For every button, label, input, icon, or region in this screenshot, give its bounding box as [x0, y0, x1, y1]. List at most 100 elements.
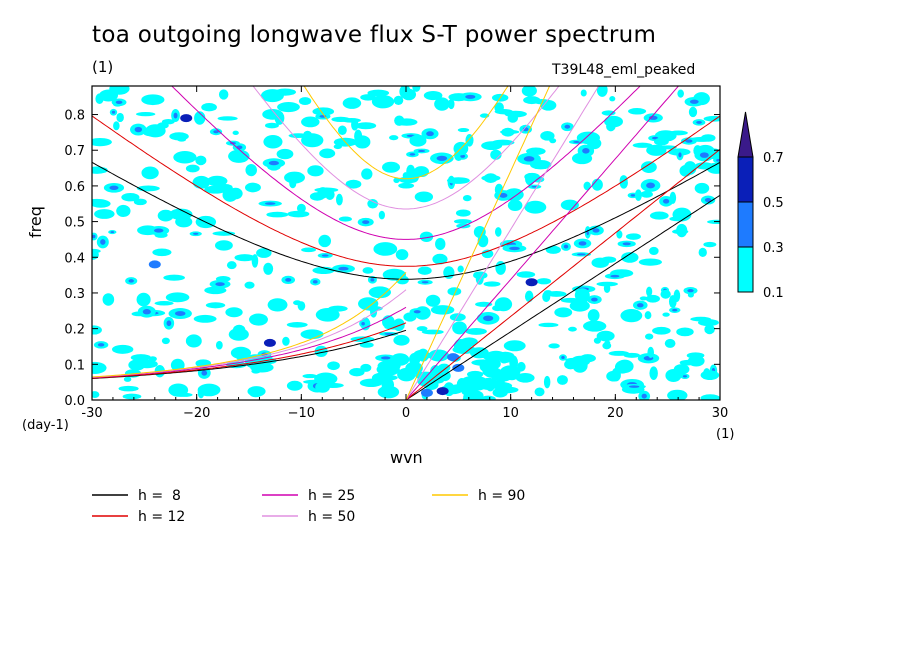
- contour-level-0.1: [301, 247, 317, 253]
- contour-level-0.1: [195, 155, 207, 166]
- contour-blob: [679, 359, 696, 366]
- contour-blob: [92, 325, 102, 335]
- contour-level-0.1: [314, 187, 339, 193]
- contour-blob: [185, 334, 202, 348]
- contour-level-0.1: [494, 102, 504, 113]
- contour-blob: [215, 275, 231, 282]
- contour-blob: [540, 99, 557, 111]
- contour-level-0.1: [417, 266, 432, 275]
- contour-level-0.1: [676, 223, 688, 238]
- contour-level-0.1: [92, 361, 107, 374]
- contour-blob: [432, 253, 448, 265]
- contour-blob: [623, 352, 641, 358]
- contour-blob: [430, 305, 455, 315]
- contour-level-0.1: [596, 330, 615, 342]
- contour-blob: [665, 369, 682, 382]
- contour-level-0.1: [414, 191, 434, 203]
- contour-level-0.3: [685, 139, 693, 143]
- contour-level-0.1: [704, 324, 715, 335]
- contour-level-0.1: [499, 365, 521, 378]
- contour-level-0.1: [583, 181, 591, 191]
- contour-level-0.1: [569, 300, 590, 312]
- contour-blob: [111, 87, 120, 93]
- contour-blob: [277, 101, 300, 113]
- contour-level-0.1: [249, 313, 268, 326]
- contour-level-0.1: [153, 251, 170, 256]
- contour-blob: [121, 192, 140, 202]
- legend-label: h = 12: [138, 509, 185, 525]
- contour-level-0.3: [115, 100, 123, 105]
- colorbar-label: 0.1: [763, 286, 784, 301]
- contour-blob: [393, 177, 400, 183]
- contour-level-0.1: [201, 103, 217, 112]
- contour-blob: [481, 141, 503, 151]
- contour-blob: [499, 365, 521, 378]
- contour-level-0.3: [264, 202, 276, 205]
- contour-blob: [321, 382, 344, 389]
- contour-level-0.1: [625, 233, 641, 240]
- contour-level-0.1: [217, 116, 238, 121]
- contour-blob: [406, 164, 416, 178]
- contour-blob: [374, 374, 398, 381]
- kelvin-curve-h8: [405, 194, 720, 400]
- contour-peak: [452, 363, 465, 372]
- gravity-curve-h25: [171, 86, 641, 240]
- contour-blob: [355, 122, 377, 130]
- contour-blob: [361, 168, 373, 180]
- contour-level-0.3: [628, 385, 640, 388]
- contour-level-0.1: [395, 249, 409, 261]
- contour-level-0.1: [367, 89, 390, 97]
- contour-level-0.1: [515, 373, 535, 383]
- contour-blob: [692, 119, 706, 126]
- contour-blob: [333, 144, 342, 150]
- contour-blob: [205, 302, 226, 309]
- contour-peak: [180, 114, 193, 123]
- contour-level-0.1: [543, 375, 551, 389]
- contour-blob: [668, 130, 688, 136]
- contour-level-0.1: [606, 370, 621, 382]
- contour-level-0.1: [318, 234, 332, 248]
- contour-level-0.1: [99, 89, 119, 102]
- contour-level-0.1: [540, 131, 555, 141]
- contour-blob: [524, 172, 540, 181]
- contour-level-0.1: [161, 337, 170, 345]
- contour-level-0.1: [307, 165, 324, 177]
- contour-blob: [286, 380, 303, 391]
- contour-blob: [494, 102, 504, 113]
- contour-level-0.1: [495, 260, 506, 275]
- contour-level-0.1: [596, 281, 618, 287]
- contour-blob: [421, 329, 444, 335]
- contour-blob: [452, 321, 467, 335]
- contour-level-0.1: [432, 253, 448, 265]
- contour-level-0.1: [507, 113, 519, 123]
- contour-level-0.1: [653, 137, 669, 146]
- x-tick-label: −20: [183, 406, 210, 421]
- contour-level-0.1: [423, 90, 443, 101]
- contour-level-0.3: [563, 244, 569, 249]
- contour-blob: [688, 106, 698, 118]
- contour-blob: [406, 151, 419, 158]
- contour-blob: [587, 309, 600, 322]
- contour-blob: [414, 191, 434, 203]
- contour-blob: [118, 385, 139, 392]
- contour-blob: [354, 129, 363, 143]
- contour-level-0.1: [524, 200, 547, 214]
- contour-blob: [92, 199, 111, 208]
- contour-blob: [287, 210, 310, 218]
- contour-level-0.1: [700, 394, 720, 400]
- contour-level-0.1: [228, 149, 250, 163]
- contour-level-0.3: [321, 254, 329, 257]
- contour-level-0.1: [686, 352, 705, 359]
- contour-level-0.3: [648, 115, 658, 120]
- contour-blob: [495, 351, 515, 361]
- contour-level-0.1: [425, 294, 441, 307]
- contour-blob: [417, 374, 433, 387]
- contour-blob: [112, 344, 134, 354]
- contour-blob: [276, 148, 294, 160]
- contour-level-0.1: [122, 393, 142, 400]
- contour-blob: [496, 375, 505, 388]
- contour-level-0.1: [580, 89, 587, 97]
- contour-level-0.1: [169, 208, 193, 220]
- contour-level-0.1: [345, 179, 362, 189]
- contour-level-0.1: [568, 326, 577, 332]
